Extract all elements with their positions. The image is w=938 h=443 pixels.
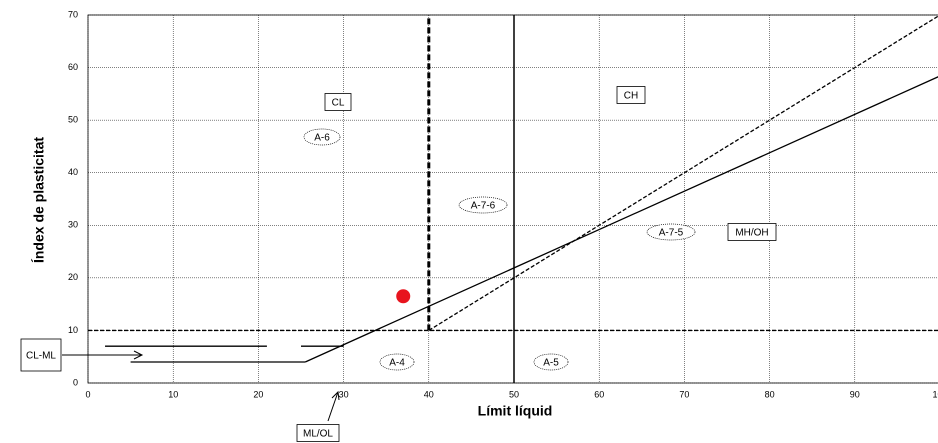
arrow-head [133, 350, 144, 360]
label-ellipse [533, 353, 569, 371]
y-axis-title: Índex de plasticitat [31, 137, 47, 263]
region-label: ML/OL [303, 429, 333, 440]
label-ellipse [379, 353, 415, 371]
reference-line [304, 76, 938, 363]
region-label: CL-ML [26, 351, 56, 362]
region-label: A-7-5 [659, 228, 684, 239]
data-point [396, 289, 411, 304]
x-tick-label: 60 [594, 389, 604, 399]
x-tick-label: 50 [509, 389, 519, 399]
y-tick-label: 0 [73, 377, 78, 387]
label-box [727, 223, 777, 241]
y-tick-label: 20 [68, 272, 78, 282]
label-box [324, 93, 352, 111]
label-ellipse [458, 196, 508, 214]
label-box [296, 424, 340, 442]
x-tick-label: 30 [339, 389, 349, 399]
x-tick-label: 40 [424, 389, 434, 399]
x-tick-label: 10 [168, 389, 178, 399]
arrow-head [331, 390, 340, 401]
region-label: A-5 [543, 358, 559, 369]
x-tick-label: 90 [850, 389, 860, 399]
x-tick-label: 80 [765, 389, 775, 399]
label-ellipse [303, 128, 341, 146]
plot-frame [87, 14, 938, 384]
region-label: A-4 [389, 358, 405, 369]
region-label: A-7-6 [471, 201, 496, 212]
x-axis-title: Límit líquid [478, 403, 553, 419]
y-tick-label: 30 [68, 220, 78, 230]
region-label: A-6 [314, 133, 330, 144]
x-tick-label: 0 [85, 389, 90, 399]
label-ellipse [646, 223, 696, 241]
y-tick-label: 40 [68, 167, 78, 177]
x-tick-label: 100 [932, 389, 938, 399]
y-tick-label: 50 [68, 115, 78, 125]
arrow [327, 391, 339, 422]
region-label: MH/OH [735, 228, 768, 239]
region-label: CL [332, 98, 345, 109]
x-tick-label: 20 [253, 389, 263, 399]
region-label: CH [624, 91, 638, 102]
y-tick-label: 70 [68, 9, 78, 19]
y-tick-label: 60 [68, 62, 78, 72]
reference-line [428, 15, 938, 331]
x-tick-label: 70 [679, 389, 689, 399]
label-box [616, 86, 646, 104]
label-box [20, 338, 62, 372]
y-tick-label: 10 [68, 325, 78, 335]
